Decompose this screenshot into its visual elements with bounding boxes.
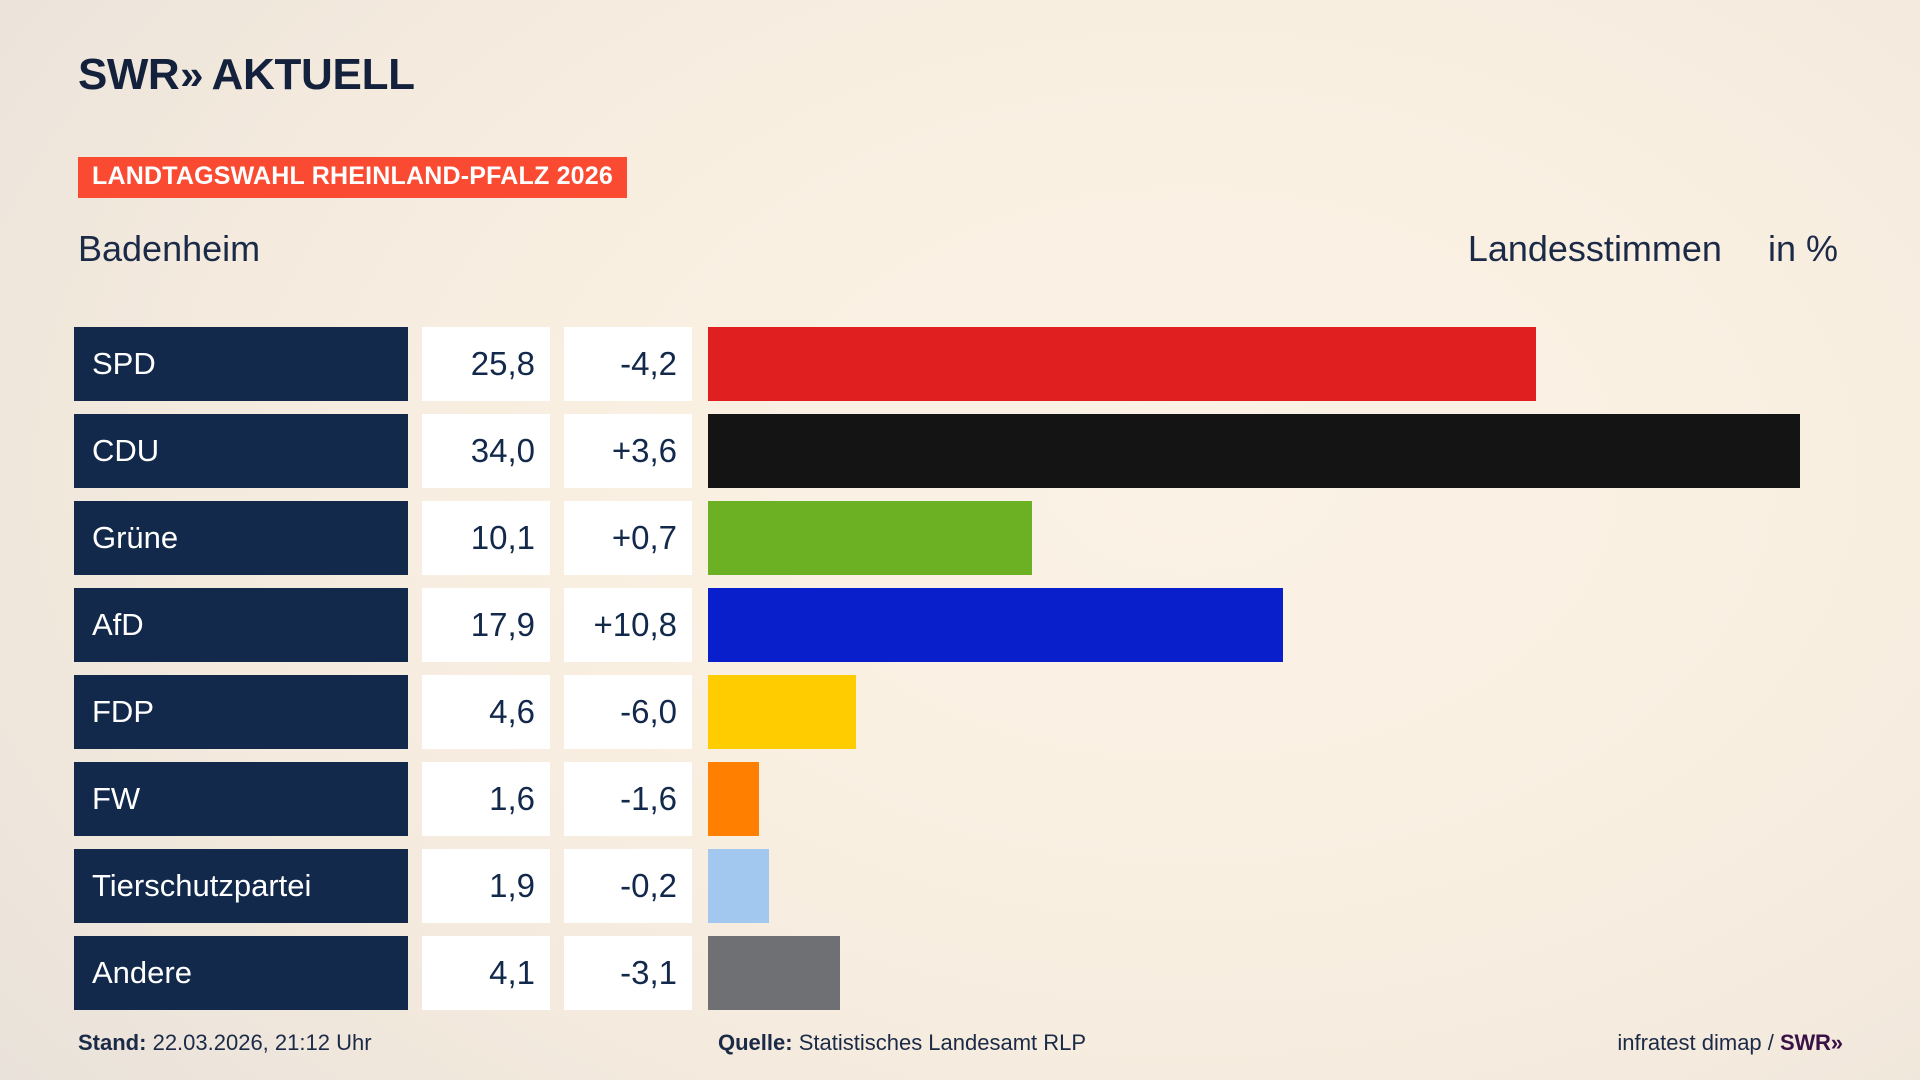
party-bar [708, 414, 1800, 488]
party-share-cell: 4,6 [422, 675, 550, 749]
bar-track [708, 501, 1864, 575]
party-share-cell: 4,1 [422, 936, 550, 1010]
swr-wordmark: SWR [78, 50, 180, 99]
bar-track [708, 936, 1864, 1010]
bar-track [708, 849, 1864, 923]
party-share-cell: 34,0 [422, 414, 550, 488]
results-bar-chart: SPD 25,8 -4,2 CDU 34,0 +3,6 Grüne 10,1 +0,7 AfD 17… [74, 327, 1864, 1023]
party-name-cell: FDP [74, 675, 408, 749]
table-row: FDP 4,6 -6,0 [74, 675, 1864, 749]
chevron-double-right-icon: » [180, 51, 203, 98]
party-name-cell: AfD [74, 588, 408, 662]
party-change-cell: +10,8 [564, 588, 692, 662]
party-change-cell: -0,2 [564, 849, 692, 923]
bar-track [708, 675, 1864, 749]
party-name-cell: Andere [74, 936, 408, 1010]
footer: Stand: 22.03.2026, 21:12 Uhr Quelle: Sta… [78, 1030, 1843, 1056]
bar-track [708, 762, 1864, 836]
subtitle-right-group: Landesstimmen in % [1468, 228, 1838, 270]
party-name-cell: CDU [74, 414, 408, 488]
party-change-cell: -1,6 [564, 762, 692, 836]
party-bar [708, 849, 769, 923]
source-group: Quelle: Statistisches Landesamt RLP [718, 1030, 1617, 1056]
table-row: FW 1,6 -1,6 [74, 762, 1864, 836]
party-share-cell: 1,6 [422, 762, 550, 836]
party-bar [708, 936, 840, 1010]
credit-chevron-icon: » [1830, 1030, 1843, 1055]
subtitle-row: Badenheim Landesstimmen in % [78, 228, 1838, 270]
bar-track [708, 588, 1864, 662]
stand-label: Stand: [78, 1030, 147, 1055]
table-row: Tierschutzpartei 1,9 -0,2 [74, 849, 1864, 923]
party-bar [708, 675, 856, 749]
party-name-cell: FW [74, 762, 408, 836]
stand-value: 22.03.2026, 21:12 Uhr [152, 1030, 372, 1055]
party-name-cell: Grüne [74, 501, 408, 575]
quelle-value: Statistisches Landesamt RLP [798, 1030, 1087, 1055]
party-bar [708, 588, 1283, 662]
swr-aktuell-logo: SWR » AKTUELL [78, 48, 415, 102]
bar-track [708, 414, 1864, 488]
party-share-cell: 10,1 [422, 501, 550, 575]
party-change-cell: -6,0 [564, 675, 692, 749]
party-change-cell: -4,2 [564, 327, 692, 401]
party-change-cell: -3,1 [564, 936, 692, 1010]
quelle-label: Quelle: [718, 1030, 793, 1055]
unit-label: in % [1767, 228, 1838, 269]
party-share-cell: 17,9 [422, 588, 550, 662]
table-row: Grüne 10,1 +0,7 [74, 501, 1864, 575]
bar-track [708, 327, 1864, 401]
page-title: Badenheim [78, 228, 261, 269]
party-name-cell: SPD [74, 327, 408, 401]
party-change-cell: +3,6 [564, 414, 692, 488]
credit-swr-wordmark: SWR [1780, 1030, 1831, 1055]
table-row: CDU 34,0 +3,6 [74, 414, 1864, 488]
party-share-cell: 25,8 [422, 327, 550, 401]
table-row: AfD 17,9 +10,8 [74, 588, 1864, 662]
credit-group: infratest dimap / SWR» [1617, 1030, 1843, 1056]
party-bar [708, 762, 760, 836]
election-badge: LANDTAGSWAHL RHEINLAND-PFALZ 2026 [78, 157, 627, 198]
party-bar [708, 327, 1537, 401]
party-share-cell: 1,9 [422, 849, 550, 923]
credit-agency: infratest dimap / [1617, 1030, 1774, 1055]
party-change-cell: +0,7 [564, 501, 692, 575]
party-bar [708, 501, 1033, 575]
brand-header: SWR » AKTUELL [78, 48, 415, 102]
party-name-cell: Tierschutzpartei [74, 849, 408, 923]
aktuell-wordmark: AKTUELL [211, 50, 416, 99]
table-row: Andere 4,1 -3,1 [74, 936, 1864, 1010]
timestamp-group: Stand: 22.03.2026, 21:12 Uhr [78, 1030, 718, 1056]
table-row: SPD 25,8 -4,2 [74, 327, 1864, 401]
vote-type-label: Landesstimmen [1467, 228, 1722, 269]
